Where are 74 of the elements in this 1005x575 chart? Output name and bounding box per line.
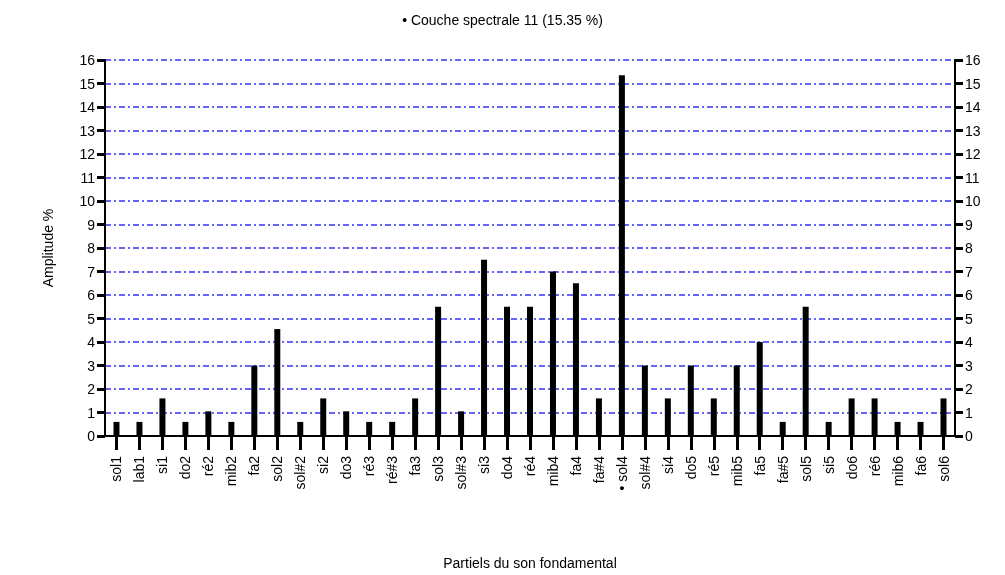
x-tick-label: do2	[177, 455, 194, 480]
y-tick-label: 0	[87, 428, 96, 444]
x-tick-label: lab1	[131, 455, 148, 483]
x-tick-label: do3	[338, 455, 355, 480]
x-tick-label: mib5	[728, 455, 745, 487]
y-tick-label: 9	[87, 216, 96, 233]
x-tick-label: sol#3	[453, 455, 470, 490]
y-axis-title: Amplitude %	[40, 208, 56, 288]
y2-tick-label: 8	[965, 240, 973, 256]
y-tick-label: 8	[87, 240, 96, 256]
x-tick-label: mib4	[544, 455, 561, 487]
x-tick-label: sol2	[269, 455, 286, 482]
x-tick-label: fa#5	[774, 455, 791, 484]
x-tick-label: si1	[154, 455, 171, 474]
x-tick-label: ré4	[522, 455, 538, 477]
y-tick-label: 7	[87, 263, 96, 280]
y-tick-label: 15	[79, 75, 96, 92]
y2-tick-label: 2	[965, 381, 973, 397]
y-tick-label: 16	[79, 52, 96, 68]
y-tick-label: 4	[87, 334, 96, 350]
y-tick-label: 6	[87, 287, 96, 303]
y-tick-label: 12	[79, 146, 96, 162]
x-tick-label: fa6	[912, 455, 929, 476]
y2-tick-label: 5	[965, 310, 973, 327]
x-tick-label: fa5	[751, 455, 768, 476]
x-tick-label: ré#3	[384, 455, 401, 485]
y2-tick-label: 11	[965, 169, 980, 186]
y2-tick-label: 15	[965, 75, 981, 92]
y2-tick-label: 3	[965, 357, 973, 374]
y-tick-label: 11	[80, 169, 96, 186]
x-tick-label: mib6	[889, 455, 906, 487]
x-tick-label: • sol4	[613, 455, 630, 491]
x-tick-label: do6	[843, 455, 860, 480]
x-tick-label: ré3	[361, 455, 378, 477]
y2-tick-label: 6	[965, 287, 973, 303]
y-tick-label: 3	[87, 357, 96, 374]
x-tick-label: mib2	[223, 455, 240, 487]
x-tick-label: do4	[499, 455, 516, 480]
y2-tick-label: 1	[965, 404, 973, 421]
x-tick-label: sol#4	[636, 455, 653, 490]
x-tick-label: fa#4	[590, 455, 607, 484]
x-tick-label: fa2	[246, 455, 263, 476]
x-tick-label: si3	[476, 455, 493, 474]
y2-tick-label: 14	[965, 99, 981, 115]
y-tick-label: 2	[87, 381, 96, 397]
x-tick-label: sol5	[797, 455, 814, 482]
x-tick-label: ré5	[705, 455, 722, 477]
y-tick-label: 13	[79, 122, 96, 139]
x-tick-label: ré2	[200, 455, 217, 477]
y2-tick-label: 10	[965, 193, 981, 209]
y2-tick-label: 12	[965, 146, 981, 162]
y2-tick-label: 9	[965, 216, 973, 233]
y-tick-label: 10	[79, 193, 96, 209]
x-tick-label: fa3	[407, 455, 424, 476]
x-tick-label: sol6	[935, 455, 952, 482]
x-tick-label: si5	[820, 455, 837, 474]
chart-title: • Couche spectrale 11 (15.35 %)	[402, 12, 603, 28]
y-tick-label: 14	[79, 99, 96, 115]
x-tick-label: do5	[682, 455, 699, 480]
x-tick-label: sol1	[108, 455, 125, 482]
y-tick-label: 5	[87, 310, 96, 327]
x-tick-label: si2	[315, 455, 332, 474]
y2-tick-label: 7	[965, 263, 973, 280]
x-tick-label: sol#2	[292, 455, 309, 490]
x-tick-label: si4	[659, 455, 676, 474]
y2-tick-label: 0	[965, 428, 973, 444]
x-tick-label: ré6	[866, 455, 883, 477]
x-tick-label: fa4	[567, 455, 584, 476]
x-axis-title: Partiels du son fondamental	[443, 555, 617, 571]
y2-tick-label: 13	[965, 122, 981, 139]
x-tick-label: sol3	[430, 455, 447, 482]
y2-tick-label: 16	[965, 52, 981, 68]
y2-tick-label: 4	[965, 334, 973, 350]
y-tick-label: 1	[87, 404, 96, 421]
